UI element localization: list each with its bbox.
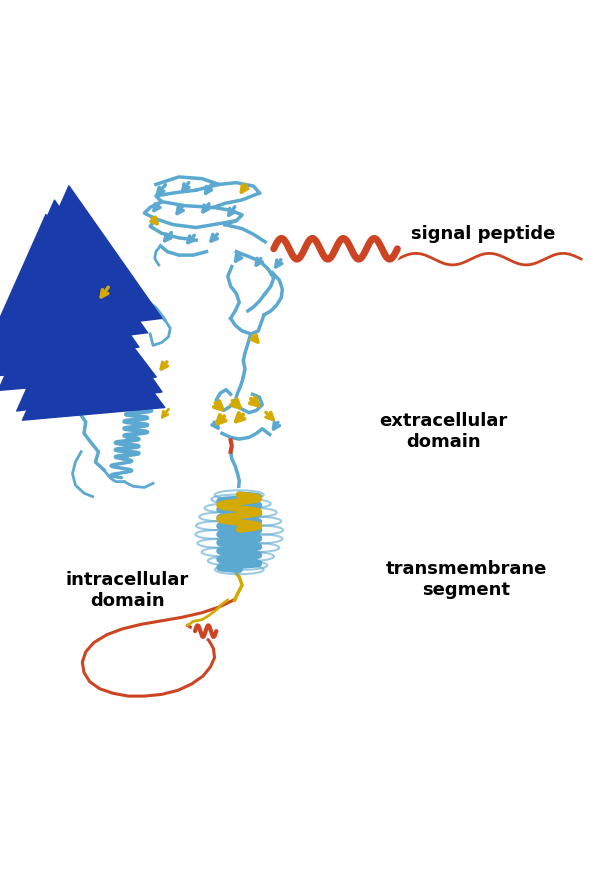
Text: signal peptide: signal peptide (412, 226, 556, 244)
Text: extracellular
domain: extracellular domain (379, 412, 508, 451)
Text: transmembrane
segment: transmembrane segment (386, 560, 547, 599)
Text: intracellular
domain: intracellular domain (65, 572, 189, 610)
